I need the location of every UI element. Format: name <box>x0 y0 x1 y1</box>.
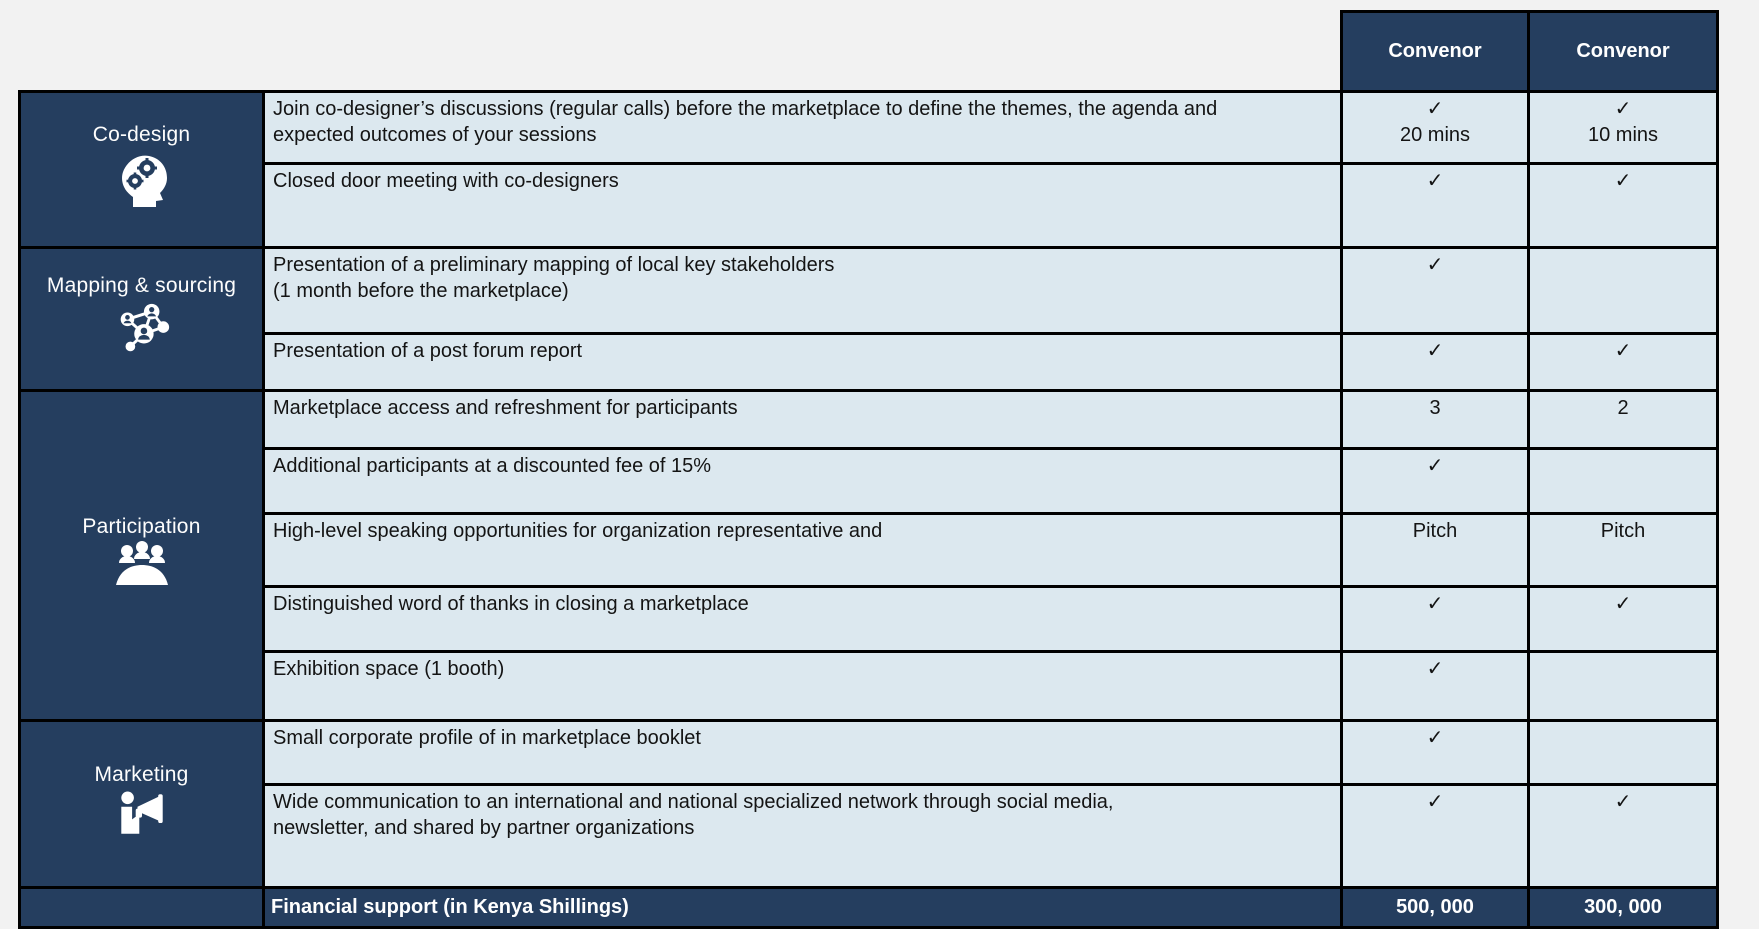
head-gears-icon <box>110 147 174 216</box>
table-row: Wide communication to an international a… <box>20 783 1719 889</box>
benefit-description: Presentation of a post forum report <box>262 332 1343 392</box>
value-cell: ✓ <box>1340 650 1530 722</box>
check-mark: ✓ <box>1614 791 1632 813</box>
value-cell: Pitch <box>1340 512 1530 588</box>
value-cell: ✓ <box>1340 783 1530 889</box>
package-comparison-table: Convenor Convenor Co-design <box>18 10 1719 929</box>
check-mark: ✓ <box>1426 593 1444 615</box>
table-row: Closed door meeting with co-designers ✓ … <box>20 162 1719 249</box>
check-mark: ✓ <box>1614 593 1632 615</box>
check-mark: ✓ <box>1426 658 1444 680</box>
financial-support-amount-2: 300, 000 <box>1527 886 1719 929</box>
check-mark <box>1531 725 1715 735</box>
table-row: Co-design <box>18 90 1719 249</box>
check-mark: ✓ <box>1426 727 1444 749</box>
value-cell <box>1527 719 1719 786</box>
check-mark: ✓ <box>1426 791 1444 813</box>
benefit-description: Wide communication to an international a… <box>262 783 1343 889</box>
benefit-description: Join co-designer’s discussions (regular … <box>262 90 1343 165</box>
check-mark: ✓ <box>1426 170 1444 192</box>
count-value: 2 <box>1617 397 1629 419</box>
financial-support-amount-1: 500, 000 <box>1340 886 1530 929</box>
check-mark: ✓ <box>1614 340 1632 362</box>
category-label: Marketing <box>94 762 189 786</box>
value-cell: ✓ <box>1340 162 1530 249</box>
benefit-description: Closed door meeting with co-designers <box>262 162 1343 249</box>
header-row: Convenor Convenor <box>20 10 1719 93</box>
value-cell: ✓ <box>1527 332 1719 392</box>
value-note: 20 mins <box>1399 124 1471 146</box>
check-mark: ✓ <box>1426 340 1444 362</box>
value-cell: ✓ <box>1340 719 1530 786</box>
table-row: Participation <box>18 389 1719 722</box>
pitch-value: Pitch <box>1600 520 1646 542</box>
value-cell: 2 <box>1527 389 1719 450</box>
value-cell: ✓ <box>1527 162 1719 249</box>
value-cell: ✓ <box>1340 332 1530 392</box>
table-row: Mapping & sourcing <box>18 246 1719 392</box>
category-cell-participation: Participation <box>18 389 265 722</box>
value-cell: ✓ <box>1340 447 1530 515</box>
category-label: Participation <box>82 515 201 538</box>
value-cell: ✓ <box>1527 585 1719 653</box>
audience-icon <box>110 539 174 596</box>
table-row: Presentation of a post forum report ✓ ✓ <box>20 332 1719 392</box>
table-row: Exhibition space (1 booth) ✓ <box>20 650 1719 722</box>
check-mark <box>1531 252 1715 262</box>
value-cell <box>1527 650 1719 722</box>
value-note: 10 mins <box>1587 124 1659 146</box>
financial-support-label: Financial support (in Kenya Shillings) <box>262 886 1343 929</box>
megaphone-person-icon <box>113 787 171 846</box>
column-header-convenor-1: Convenor <box>1340 10 1530 93</box>
value-cell: ✓ <box>1340 585 1530 653</box>
category-label: Co-design <box>92 123 191 146</box>
benefit-description: Small corporate profile of in marketplac… <box>262 719 1343 786</box>
category-cell-co-design: Co-design <box>18 90 265 249</box>
check-mark <box>1531 453 1715 463</box>
count-value: 3 <box>1429 397 1441 419</box>
check-mark: ✓ <box>1426 455 1444 477</box>
benefit-description: Marketplace access and refreshment for p… <box>262 389 1343 450</box>
pitch-value: Pitch <box>1412 520 1458 542</box>
check-mark: ✓ <box>1426 254 1444 276</box>
value-cell: ✓ <box>1340 246 1530 335</box>
category-cell-marketing: Marketing <box>18 719 265 889</box>
benefit-description: Distinguished word of thanks in closing … <box>262 585 1343 653</box>
network-people-icon <box>111 298 173 365</box>
table-row: Additional participants at a discounted … <box>20 447 1719 515</box>
table-row: High-level speaking opportunities for or… <box>20 512 1719 588</box>
benefit-description: Additional participants at a discounted … <box>262 447 1343 515</box>
benefit-description: High-level speaking opportunities for or… <box>262 512 1343 588</box>
footer-category-spacer <box>18 886 265 929</box>
header-spacer <box>20 12 1342 92</box>
category-label: Mapping & sourcing <box>46 273 237 297</box>
table-row: Distinguished word of thanks in closing … <box>20 585 1719 653</box>
value-cell <box>1527 246 1719 335</box>
check-mark <box>1531 656 1715 666</box>
value-cell: 3 <box>1340 389 1530 450</box>
value-cell: Pitch <box>1527 512 1719 588</box>
value-cell: ✓ <box>1527 783 1719 889</box>
table-row: Marketing Small <box>18 719 1719 889</box>
benefit-description: Presentation of a preliminary mapping of… <box>262 246 1343 335</box>
check-mark: ✓ <box>1426 98 1444 120</box>
value-cell: ✓ 20 mins <box>1340 90 1530 165</box>
check-mark: ✓ <box>1614 98 1632 120</box>
value-cell <box>1527 447 1719 515</box>
value-cell: ✓ 10 mins <box>1527 90 1719 165</box>
category-cell-mapping-sourcing: Mapping & sourcing <box>18 246 265 392</box>
financial-support-row: Financial support (in Kenya Shillings) 5… <box>18 886 1719 929</box>
check-mark: ✓ <box>1614 170 1632 192</box>
benefit-description: Exhibition space (1 booth) <box>262 650 1343 722</box>
column-header-convenor-2: Convenor <box>1527 10 1719 93</box>
